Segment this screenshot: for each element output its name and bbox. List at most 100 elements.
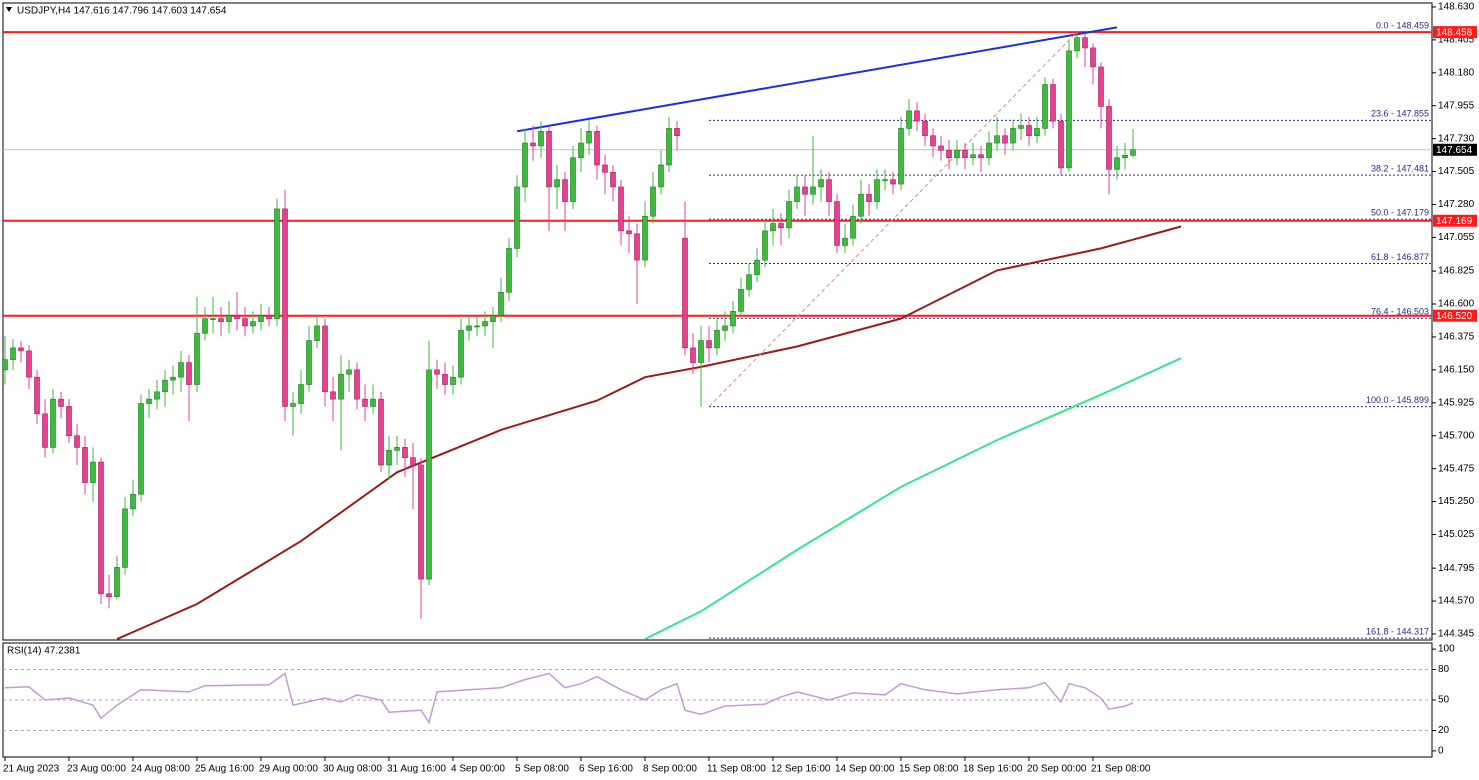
candle-body: [738, 289, 744, 312]
x-tick-label: 12 Sep 16:00: [771, 764, 831, 775]
candle-body: [1066, 50, 1072, 169]
price-tag: [1433, 143, 1477, 156]
candle-body: [906, 110, 912, 129]
y-tick-label: 146.150: [1438, 365, 1475, 376]
candle-body: [1082, 37, 1088, 49]
candle-body: [754, 259, 760, 276]
price-tag-label: 147.654: [1436, 145, 1473, 156]
candle-body: [994, 135, 1000, 144]
candle-body: [1114, 157, 1120, 170]
candle-body: [1002, 135, 1008, 144]
candle-body: [746, 274, 752, 290]
candle-body: [1010, 128, 1016, 144]
candle-body: [586, 131, 592, 144]
y-tick-label: 100: [1438, 644, 1455, 655]
candle-body: [146, 398, 152, 404]
candle-body: [578, 142, 584, 158]
y-tick-label: 0: [1438, 746, 1444, 757]
candle-body: [74, 435, 80, 448]
x-tick-label: 21 Aug 2023: [3, 764, 60, 775]
candle-body: [178, 362, 184, 378]
rsi-line: [4, 672, 1134, 725]
x-tick-label: 29 Aug 00:00: [259, 764, 318, 775]
y-tick-label: 146.600: [1438, 299, 1475, 310]
candle-body: [2, 359, 8, 371]
candle-body: [802, 186, 808, 195]
candle-body: [482, 321, 488, 327]
candle-body: [858, 193, 864, 217]
candle-body: [258, 315, 264, 322]
candle-body: [954, 150, 960, 158]
candle-body: [834, 201, 840, 246]
candle-body: [922, 120, 928, 137]
candle-body: [10, 347, 16, 360]
candle-body: [370, 398, 376, 407]
y-tick-label: 144.570: [1438, 596, 1475, 607]
candle-body: [962, 150, 968, 158]
price-tag-label: 146.520: [1436, 311, 1473, 322]
candle-body: [346, 369, 352, 375]
candle-body: [898, 128, 904, 185]
fib-label: 38.2 - 147.481: [1371, 163, 1429, 173]
candle-body: [570, 157, 576, 202]
candle-body: [1026, 125, 1032, 137]
candle-body: [498, 292, 504, 317]
candle-body: [426, 369, 432, 580]
x-tick-label: 24 Aug 08:00: [131, 764, 190, 775]
candle-body: [938, 145, 944, 151]
candle-body: [402, 447, 408, 458]
candle-body: [442, 373, 448, 385]
candle-body: [250, 321, 256, 327]
candle-body: [978, 154, 984, 158]
candle-body: [682, 237, 688, 349]
candle-body: [42, 413, 48, 448]
candle-body: [186, 362, 192, 385]
candle-body: [218, 318, 224, 322]
candle-body: [282, 208, 288, 407]
candle-body: [466, 325, 472, 331]
candle-body: [66, 406, 72, 437]
indicator-line: [516, 26, 1118, 133]
candle-body: [690, 347, 696, 363]
fib-label: 0.0 - 148.459: [1376, 20, 1429, 30]
candle-body: [1130, 149, 1136, 156]
fib-label: 23.6 - 147.855: [1371, 109, 1429, 119]
candle-body: [386, 450, 392, 466]
y-tick-label: 148.180: [1438, 67, 1475, 78]
candle-body: [602, 164, 608, 173]
y-tick-label: 146.825: [1438, 266, 1475, 277]
y-tick-label: 145.700: [1438, 430, 1475, 441]
fib-label: 100.0 - 145.899: [1366, 395, 1429, 405]
candle-body: [242, 318, 248, 327]
candle-body: [194, 332, 200, 385]
candle-body: [762, 230, 768, 261]
candle-body: [170, 376, 176, 381]
candle-body: [130, 493, 136, 510]
candle-body: [234, 315, 240, 319]
candle-body: [1042, 84, 1048, 129]
candle-body: [34, 376, 40, 415]
x-tick-label: 20 Sep 00:00: [1027, 764, 1087, 775]
rsi-title: RSI(14) 47.2381: [7, 646, 81, 657]
y-tick-label: 147.055: [1438, 232, 1475, 243]
candle-body: [82, 447, 88, 483]
candle-body: [450, 376, 456, 385]
x-tick-label: 23 Aug 00:00: [67, 764, 126, 775]
candle-body: [770, 223, 776, 232]
x-tick-label: 21 Sep 08:00: [1091, 764, 1151, 775]
x-tick-label: 18 Sep 16:00: [963, 764, 1023, 775]
title-icon: [6, 7, 12, 12]
y-tick-label: 80: [1438, 664, 1450, 675]
candle-body: [1050, 84, 1056, 122]
candle-body: [970, 154, 976, 158]
candle-body: [298, 384, 304, 404]
price-tag-label: 147.169: [1436, 216, 1473, 227]
fib-label: 61.8 - 146.877: [1371, 252, 1429, 262]
candle-body: [778, 223, 784, 229]
candle-body: [866, 193, 872, 202]
y-tick-label: 148.405: [1438, 35, 1475, 46]
candle-body: [882, 179, 888, 181]
candle-body: [562, 179, 568, 202]
indicator-line: [644, 357, 1182, 640]
y-tick-label: 50: [1438, 695, 1450, 706]
